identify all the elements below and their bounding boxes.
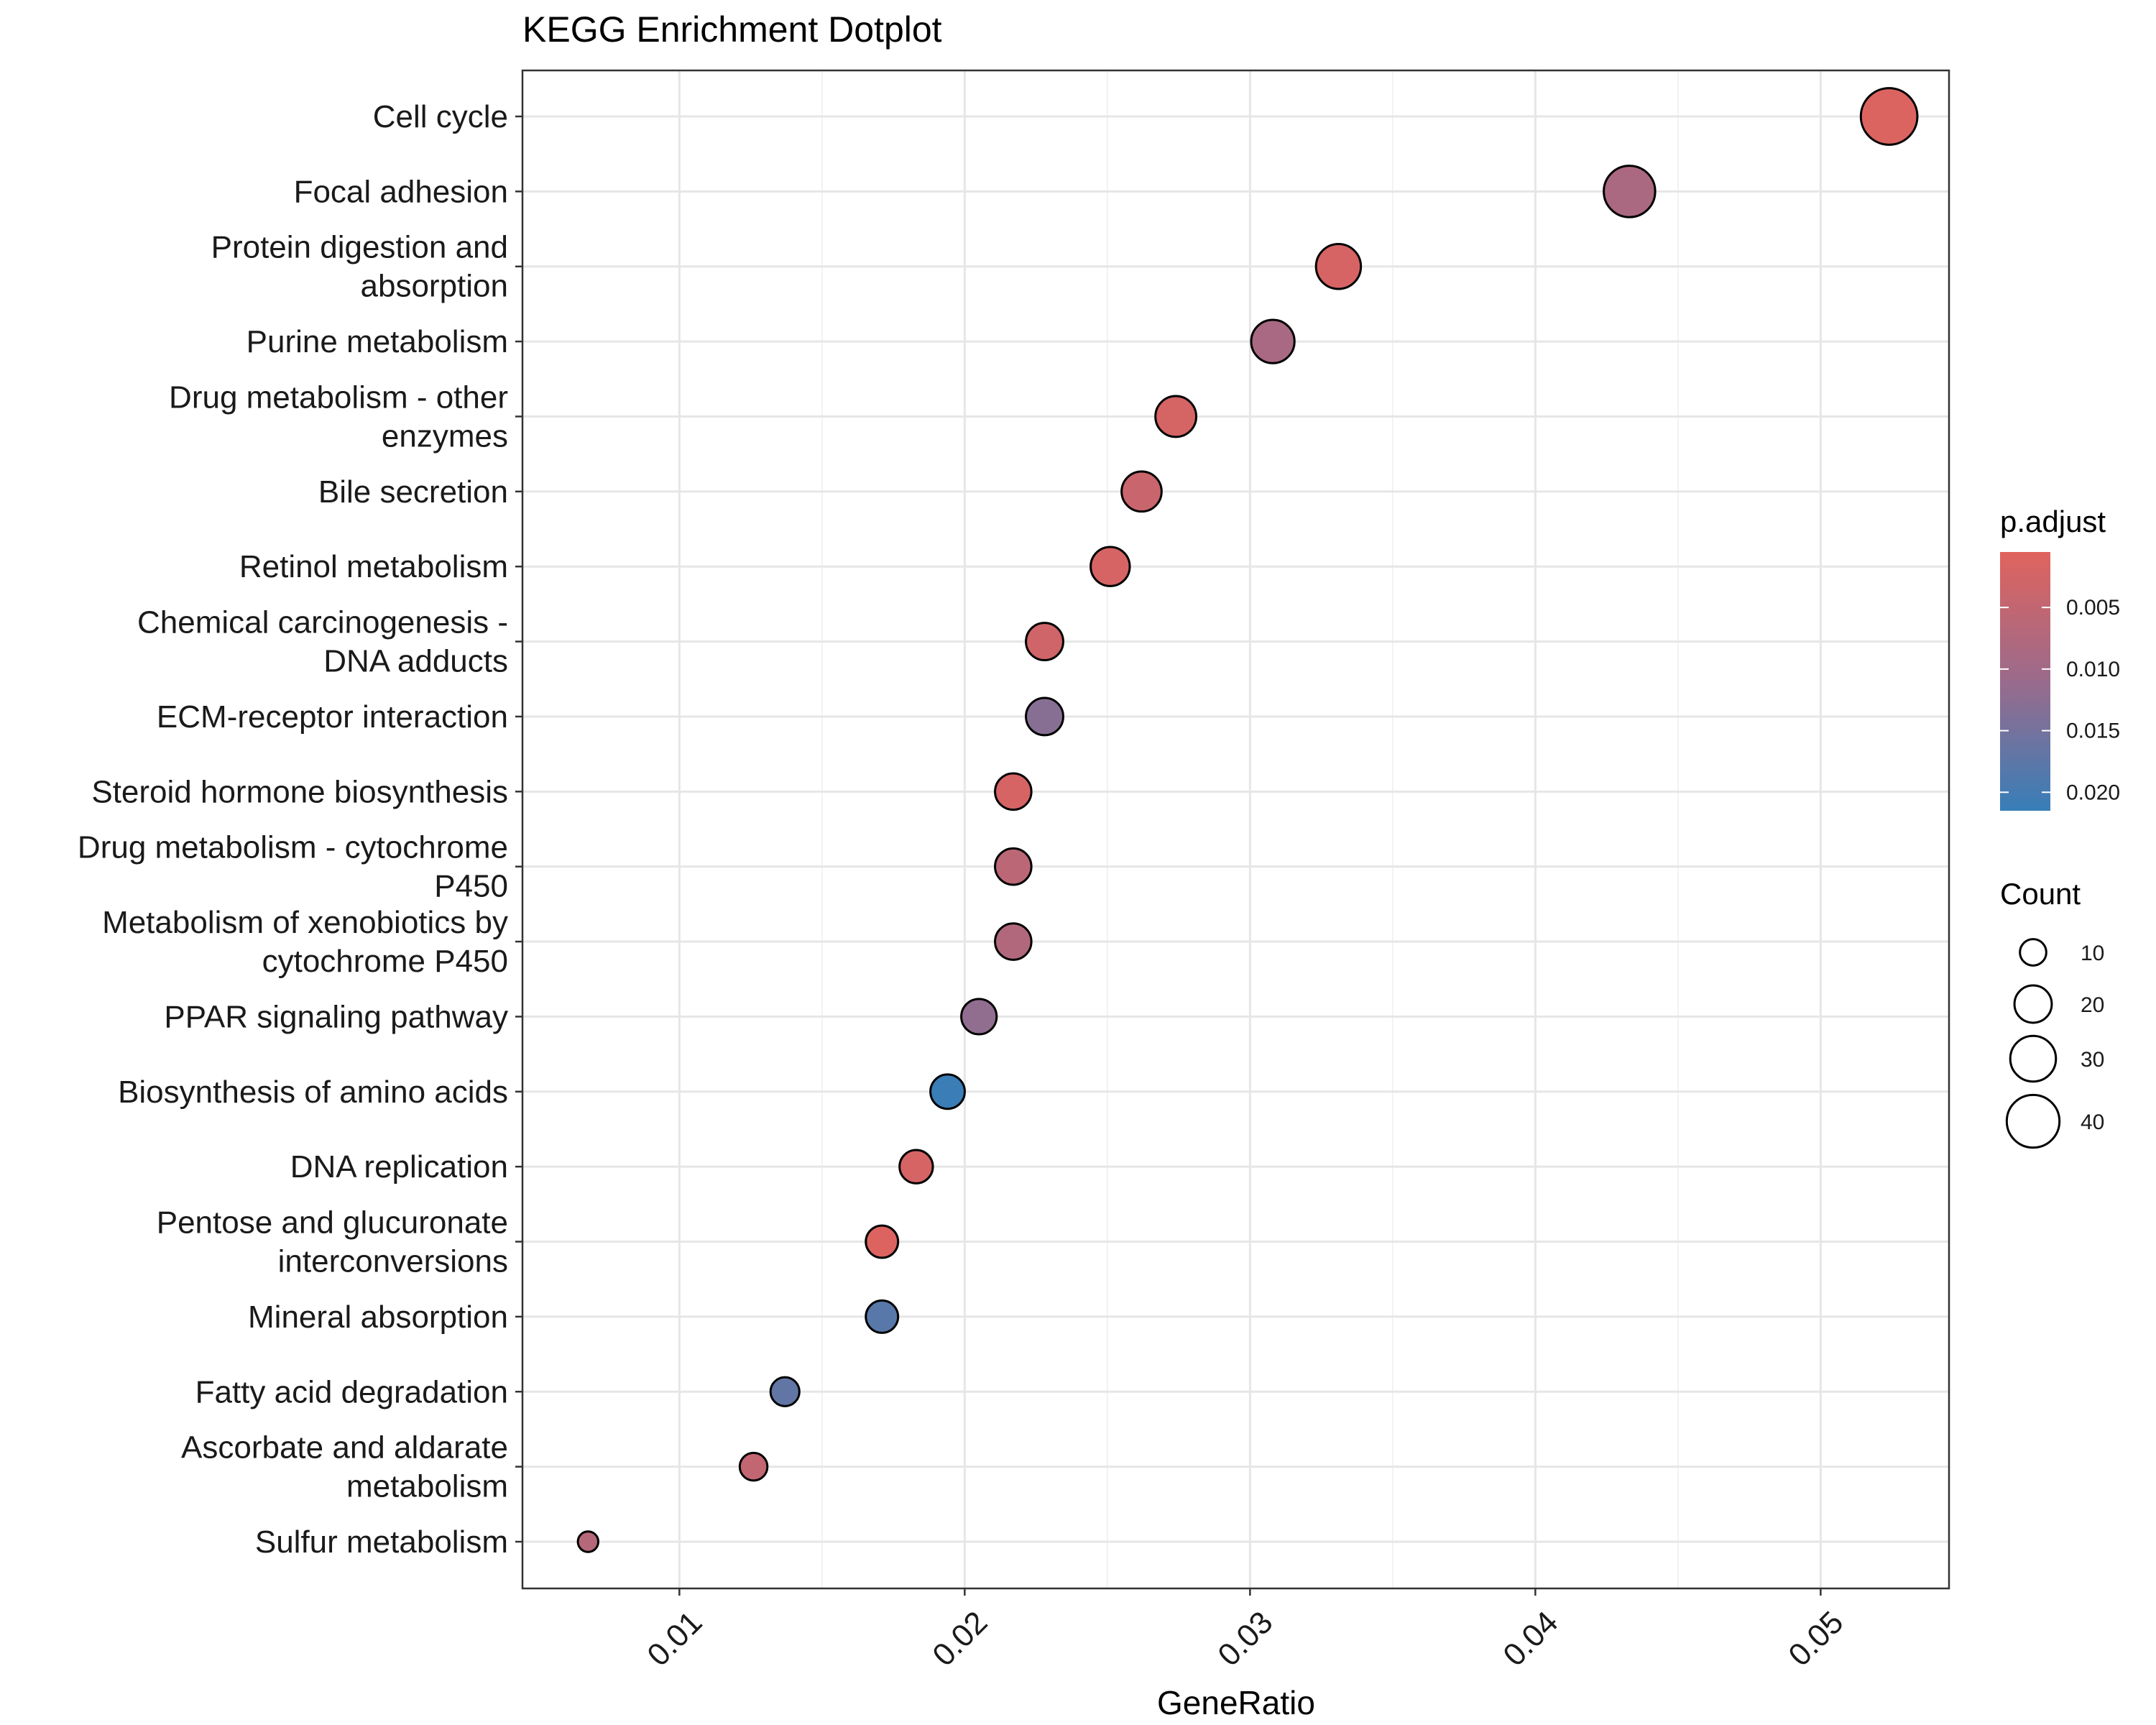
data-point — [865, 1224, 900, 1259]
size-legend-key — [2009, 1034, 2058, 1083]
x-axis-title: GeneRatio — [1157, 1684, 1315, 1721]
y-tick-label: Cell cycle — [373, 99, 508, 134]
y-tick-label: Pentose and glucuronate interconversions — [157, 1205, 508, 1279]
data-point — [929, 1073, 966, 1110]
data-point — [865, 1299, 900, 1334]
plot-border — [521, 69, 1950, 1590]
y-tick-label: PPAR signaling pathway — [164, 999, 508, 1034]
data-point — [1859, 87, 1919, 146]
data-point — [1120, 470, 1163, 513]
x-tick-label: 0.04 — [1496, 1604, 1565, 1673]
y-tick-label: Bile secretion — [318, 474, 508, 510]
data-point — [1089, 546, 1131, 587]
data-point — [960, 998, 998, 1036]
y-tick-label: ECM-receptor interaction — [157, 699, 508, 735]
y-tick-label: Ascorbate and aldarate metabolism — [181, 1430, 508, 1504]
data-point — [994, 772, 1033, 811]
color-legend-title: p.adjust — [2000, 505, 2106, 538]
data-point — [1603, 165, 1657, 218]
color-bar-label: 0.005 — [2066, 596, 2120, 620]
data-point — [576, 1530, 600, 1553]
chart-title: KEGG Enrichment Dotplot — [522, 9, 942, 50]
size-legend-label: 20 — [2081, 993, 2104, 1017]
y-tick-label: Sulfur metabolism — [255, 1524, 508, 1560]
y-tick-label: Biosynthesis of amino acids — [118, 1075, 508, 1110]
plot-panel — [522, 70, 1949, 1588]
color-bar — [2000, 552, 2050, 811]
data-point — [994, 847, 1033, 886]
x-tick-label: 0.05 — [1782, 1604, 1850, 1673]
color-bar-label: 0.015 — [2066, 719, 2120, 743]
y-tick-label: Mineral absorption — [248, 1300, 508, 1335]
size-legend-key — [2019, 938, 2047, 967]
color-bar-label: 0.020 — [2066, 781, 2120, 804]
size-legend-key — [2005, 1093, 2061, 1149]
size-legend-label: 30 — [2081, 1048, 2104, 1072]
x-tick-label: 0.02 — [926, 1604, 994, 1673]
size-legend-title: Count — [2000, 877, 2081, 911]
y-tick-label: Protein digestion and absorption — [211, 230, 508, 304]
size-legend-label: 40 — [2081, 1110, 2104, 1134]
size-legend-key — [2013, 984, 2053, 1024]
y-tick-label: Drug metabolism - other enzymes — [169, 380, 508, 454]
plot-area: Cell cycle Focal adhesion Protein digestio… — [78, 69, 1950, 1673]
color-bar-label: 0.010 — [2066, 658, 2120, 681]
y-tick-label: Drug metabolism - cytochrome P450 — [78, 830, 508, 904]
data-point — [994, 922, 1033, 961]
y-tick-label: Retinol metabolism — [239, 549, 508, 584]
y-tick-label: Chemical carcinogenesis -DNA adducts — [137, 605, 508, 679]
data-point — [1025, 622, 1064, 662]
data-point — [1314, 243, 1363, 290]
x-tick-label: 0.03 — [1211, 1604, 1279, 1673]
legend: p.adjust 0.005 0.010 0.015 0.020 Count 10 20 30 4… — [2000, 505, 2120, 1149]
size-legend-label: 10 — [2081, 942, 2104, 965]
data-point — [898, 1149, 934, 1184]
y-tick-label: Fatty acid degradation — [195, 1374, 508, 1409]
data-point — [738, 1451, 769, 1482]
y-tick-label: Metabolism of xenobiotics by cytochrome P… — [102, 905, 508, 979]
y-tick-label: Steroid hormone biosynthesis — [91, 774, 508, 809]
y-tick-label: Focal adhesion — [294, 174, 508, 209]
x-tick-label: 0.01 — [640, 1604, 709, 1673]
data-point — [1250, 318, 1296, 364]
data-point — [769, 1376, 801, 1407]
data-point — [1025, 696, 1064, 737]
y-tick-label: Purine metabolism — [247, 324, 508, 359]
y-tick-label: DNA replication — [290, 1149, 508, 1184]
data-point — [1154, 395, 1198, 438]
